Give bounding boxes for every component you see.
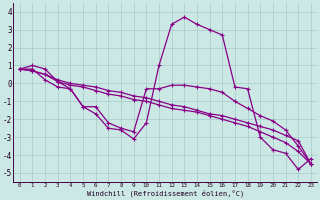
X-axis label: Windchill (Refroidissement éolien,°C): Windchill (Refroidissement éolien,°C) (87, 190, 244, 197)
